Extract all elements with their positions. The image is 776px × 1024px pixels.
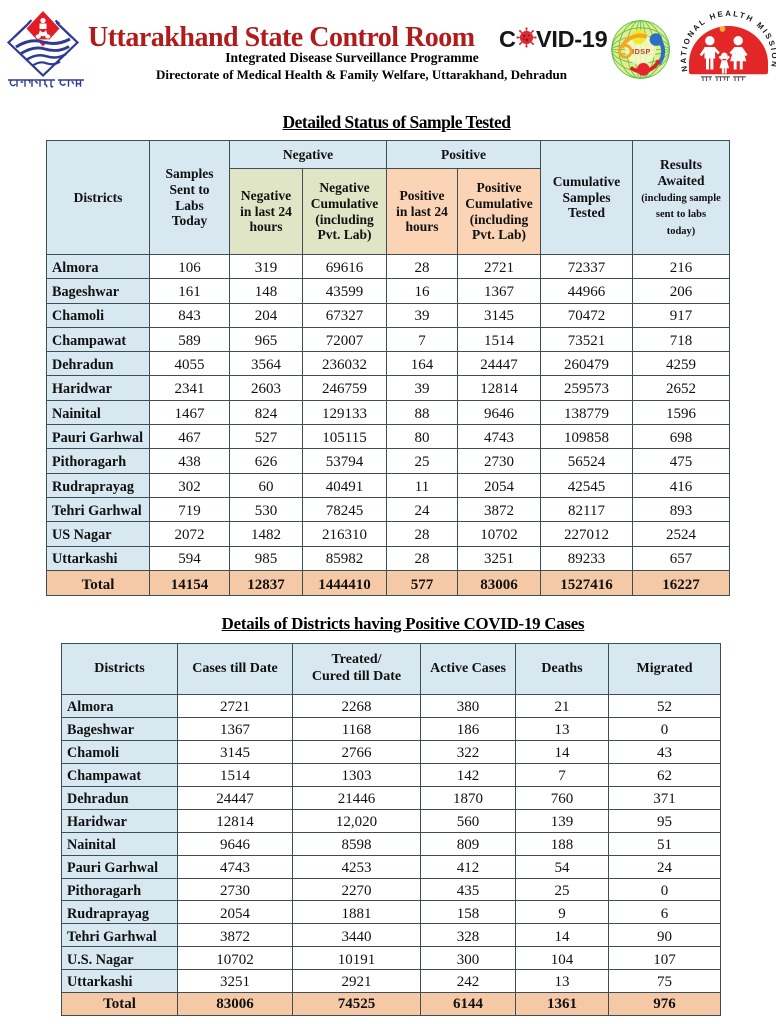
svg-text:IDSP: IDSP [632,47,651,56]
